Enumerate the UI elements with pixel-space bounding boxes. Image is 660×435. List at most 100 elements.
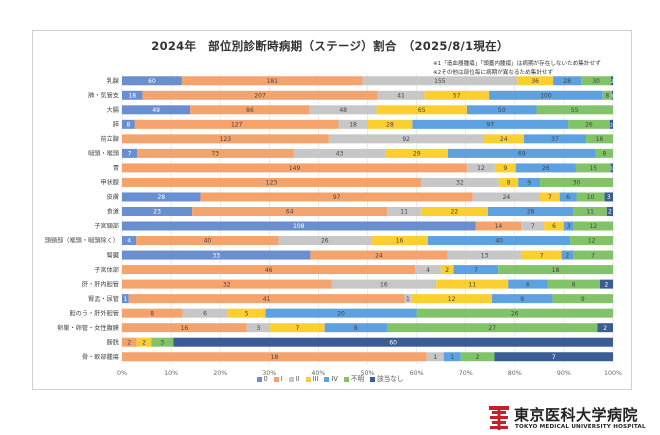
bar-segment — [142, 90, 378, 100]
category-label: 咽頭・喉頭 — [88, 150, 120, 158]
bar-segment — [494, 163, 516, 173]
bar-segment — [544, 221, 564, 231]
data-label: 123 — [220, 136, 232, 143]
data-label: 9 — [581, 296, 585, 303]
x-tick-label: 30% — [262, 370, 276, 377]
data-label: 7 — [474, 267, 478, 274]
data-label: 46 — [265, 267, 273, 274]
data-label: 2 — [611, 79, 614, 85]
chart-note-1: ※1「造血器腫瘍」「頭蓋内腫瘍」は病期が存在しないため集計せず — [433, 61, 601, 67]
data-label: 2 — [565, 252, 569, 259]
data-label: 7 — [591, 252, 595, 259]
data-label: 1 — [450, 354, 454, 361]
bar-segment — [447, 250, 522, 260]
data-label: 8 — [572, 281, 576, 288]
x-tick-label: 100% — [604, 370, 622, 377]
category-label: 前立腺 — [100, 135, 119, 143]
bar-segment — [597, 323, 613, 333]
data-label: 16 — [596, 136, 604, 143]
x-tick-label: 10% — [164, 370, 178, 377]
data-label: 64 — [286, 209, 294, 216]
x-tick-label: 90% — [557, 370, 571, 377]
bar-segment — [453, 265, 499, 275]
category-label: 胆のう・肝外胆管 — [70, 309, 120, 317]
bar-segment — [122, 250, 311, 260]
data-label: 28 — [527, 209, 535, 216]
category-label: 膵 — [113, 121, 119, 129]
data-label: 7 — [548, 194, 552, 201]
bar-segment — [338, 119, 368, 129]
bar-segment — [227, 308, 266, 318]
chart-title: 2024年 部位別診断時病期（ステージ）割合 （2025/8/1現在） — [151, 39, 509, 53]
legend-label: II — [295, 375, 300, 383]
data-label: 40 — [495, 238, 503, 245]
data-label: 6 — [203, 310, 207, 317]
category-label: 骨・軟部腫瘍 — [82, 353, 119, 361]
data-label: 207 — [254, 92, 266, 99]
bar-segment — [122, 177, 421, 187]
legend-label: 該当なし — [377, 375, 404, 383]
bar-segment — [122, 236, 137, 246]
x-tick-label: 40% — [311, 370, 325, 377]
data-label: 0 — [615, 238, 619, 245]
bar-segment — [151, 337, 174, 347]
bar-segment — [416, 308, 613, 318]
bar-segment — [610, 163, 613, 173]
data-label: 14 — [495, 223, 503, 230]
bar-segment — [494, 352, 613, 362]
data-label: 48 — [339, 107, 347, 114]
data-label: 8 — [354, 325, 358, 332]
bar-segment — [518, 177, 541, 187]
data-label: 149 — [289, 165, 301, 172]
data-label: 30 — [573, 180, 581, 187]
bar-segment — [136, 337, 152, 347]
data-label: 37 — [551, 136, 559, 143]
bar-segment — [122, 76, 182, 86]
data-label: 26 — [542, 165, 550, 172]
legend-item: I — [273, 375, 283, 383]
category-label: 皮膚 — [107, 193, 119, 201]
data-label: 8 — [150, 310, 154, 317]
data-label: 97 — [486, 122, 494, 129]
bar-segment — [137, 148, 294, 158]
data-label: 6 — [552, 223, 556, 230]
data-label: 8 — [507, 180, 511, 187]
legend-item: 該当なし — [370, 373, 403, 383]
data-label: 50 — [498, 107, 506, 114]
data-label: 8 — [605, 92, 609, 99]
bar-segment — [508, 279, 548, 289]
bar-segment — [415, 265, 441, 275]
data-label: 18 — [128, 92, 136, 99]
data-label: 108 — [293, 223, 305, 230]
data-label: 20 — [337, 310, 345, 317]
data-label: 7 — [128, 151, 132, 158]
bar-segment — [602, 90, 612, 100]
data-label: 8 — [603, 151, 607, 158]
bar-segment — [412, 119, 569, 129]
bar-segment — [122, 352, 427, 362]
bar-segment — [122, 279, 332, 289]
data-label: 0 — [615, 107, 619, 114]
bar-segment — [447, 148, 596, 158]
data-label: 22 — [451, 209, 459, 216]
legend-label: 不明 — [350, 375, 365, 383]
data-label: 41 — [263, 296, 271, 303]
x-tick-label: 80% — [508, 370, 522, 377]
data-label: 0 — [615, 223, 619, 230]
bar-segment — [122, 265, 416, 275]
bar-segment — [278, 236, 372, 246]
data-label: 28 — [386, 122, 394, 129]
bar-segment — [362, 76, 518, 86]
x-tick-label: 50% — [361, 370, 375, 377]
data-label: 0 — [615, 136, 619, 143]
data-label: 0 — [615, 252, 619, 259]
bar-segment — [611, 90, 613, 100]
bar-segment — [420, 206, 488, 216]
data-label: 57 — [453, 92, 461, 99]
bar-segment — [536, 105, 613, 115]
data-label: 6 — [526, 281, 530, 288]
bar-segment — [122, 308, 183, 318]
data-label: 30 — [592, 78, 600, 85]
bar-segment — [599, 279, 613, 289]
